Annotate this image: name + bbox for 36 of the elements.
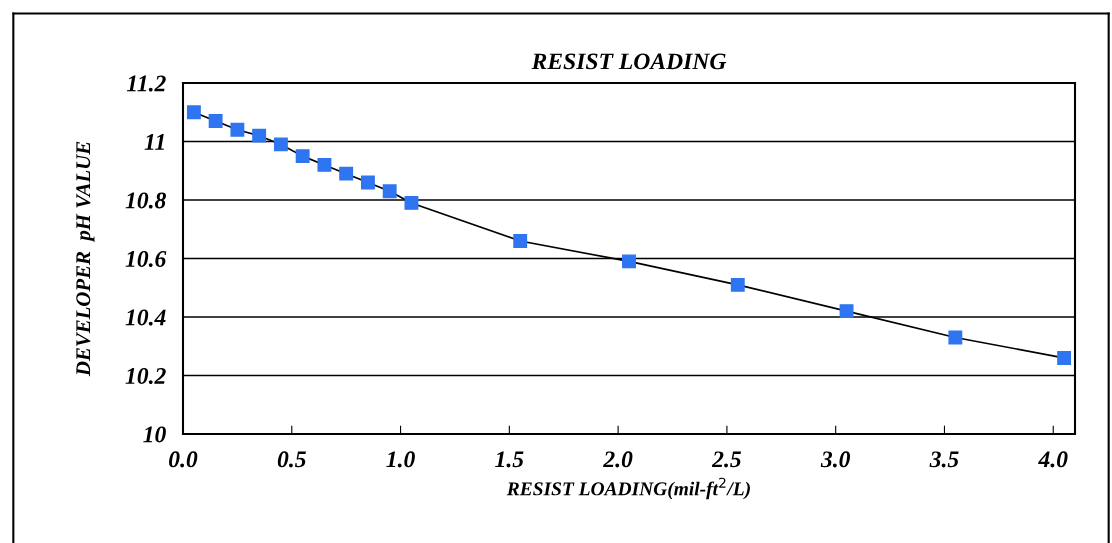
x-tick-label: 2.0 bbox=[603, 451, 633, 468]
point bbox=[622, 254, 636, 269]
point bbox=[513, 234, 528, 248]
point bbox=[339, 166, 354, 181]
x-axis-title: RESIST LOADING(mil-ft$^{2}$/L) bbox=[506, 477, 750, 500]
chart-title: RESIST LOADING bbox=[531, 53, 727, 70]
y-tick-label: 11 bbox=[144, 134, 164, 150]
x-tick-label: 3.5 bbox=[929, 451, 959, 468]
point bbox=[230, 122, 245, 137]
point bbox=[186, 105, 201, 120]
y-tick-label: 10.8 bbox=[125, 192, 166, 209]
point bbox=[404, 195, 419, 210]
point bbox=[295, 149, 310, 164]
point bbox=[273, 137, 288, 152]
y-tick-label: 10 bbox=[143, 426, 166, 443]
point bbox=[730, 277, 745, 292]
y-tick-label: 11.2 bbox=[126, 75, 166, 92]
y-tick-label: 10.4 bbox=[125, 309, 166, 326]
y-tick-label: 10.6 bbox=[125, 250, 167, 268]
y-tick-label: 10.2 bbox=[125, 367, 166, 385]
point bbox=[317, 157, 332, 172]
point bbox=[1057, 351, 1072, 365]
point bbox=[382, 184, 397, 199]
x-tick-label: 1.0 bbox=[386, 451, 415, 468]
y-axis-title: DEVELOPER pH VALUE bbox=[76, 141, 95, 377]
x-tick-label: 3.0 bbox=[820, 451, 851, 468]
point bbox=[948, 330, 963, 345]
point bbox=[252, 128, 267, 143]
x-tick-label: 0.5 bbox=[277, 451, 306, 468]
point bbox=[360, 175, 375, 190]
x-tick-label: 4.0 bbox=[1038, 451, 1068, 468]
x-tick-label: 1.5 bbox=[495, 451, 524, 468]
x-tick-label: 0.0 bbox=[169, 451, 198, 468]
x-tick-label: 2.5 bbox=[711, 451, 742, 468]
point bbox=[208, 114, 223, 128]
point bbox=[839, 304, 854, 319]
